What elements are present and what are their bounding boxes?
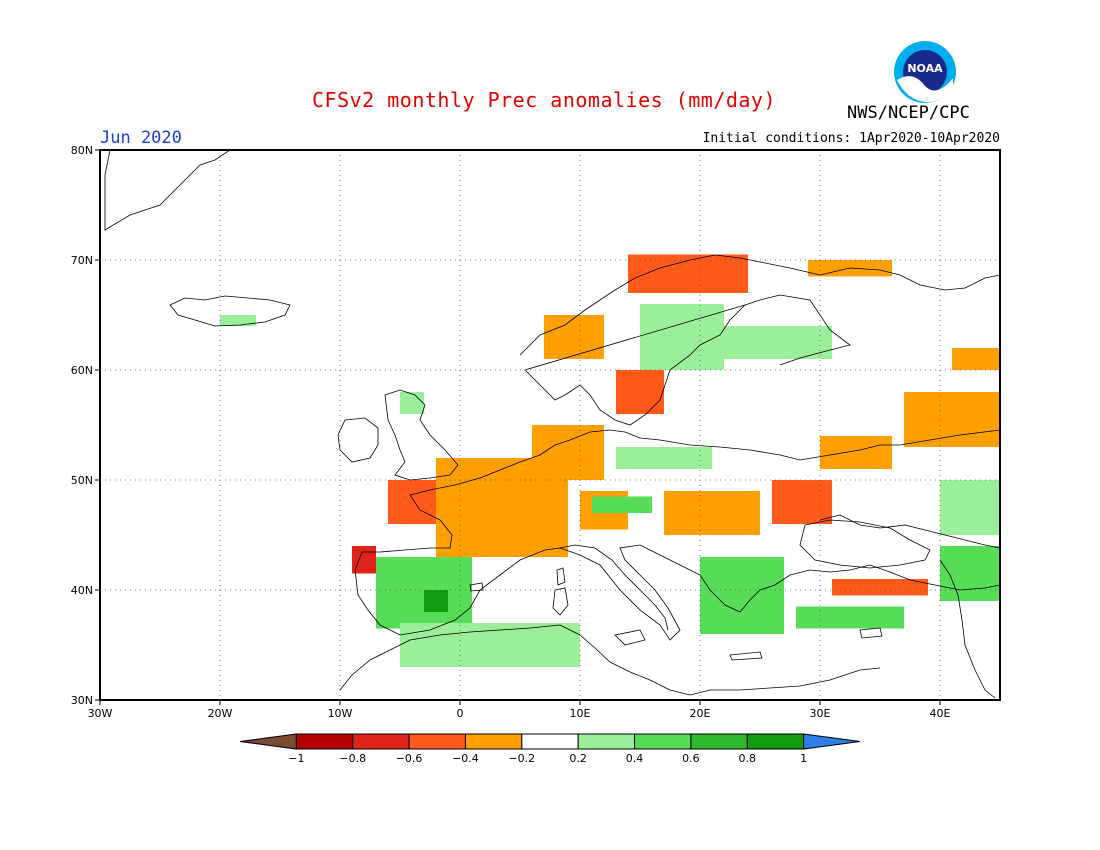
lon-tick-label: 20E	[690, 707, 711, 720]
forecast-month: Jun 2020	[100, 128, 182, 148]
noaa-logo: NOAA	[893, 40, 957, 104]
colorbar-swatch	[352, 733, 410, 750]
anomaly-cell	[532, 425, 604, 480]
anomaly-cell	[820, 436, 892, 469]
lat-tick-label: 30N	[71, 694, 93, 707]
colorbar-label: −0.8	[339, 752, 366, 765]
colorbar-label: 0.4	[626, 752, 644, 765]
sardinia-outline	[552, 587, 569, 616]
grid-lines	[100, 150, 1000, 700]
anomaly-cell	[724, 326, 832, 359]
sicily-outline	[614, 629, 646, 646]
anomaly-cell	[796, 606, 904, 629]
lon-tick-label: 30E	[810, 707, 831, 720]
lon-tick-label: 20W	[208, 707, 233, 720]
caspian-outline	[939, 559, 996, 699]
colorbar-label: −0.4	[452, 752, 479, 765]
europe-outline	[354, 429, 1001, 641]
lon-tick-label: 30W	[88, 707, 113, 720]
iceland-outline	[169, 295, 291, 327]
lat-tick-label: 50N	[71, 474, 93, 487]
colorbar-swatch	[690, 733, 748, 750]
colorbar-label: −0.2	[508, 752, 535, 765]
lon-tick-label: 10E	[570, 707, 591, 720]
anomaly-cell	[940, 480, 1000, 535]
lon-tick-label: 40E	[930, 707, 951, 720]
lon-tick-label: 10W	[328, 707, 353, 720]
colorbar-swatch	[521, 733, 579, 750]
italy-outline	[559, 544, 669, 631]
colorbar-swatch	[295, 733, 354, 750]
africa-outline	[339, 624, 881, 696]
anomaly-cell	[700, 557, 784, 634]
black-sea-outline	[799, 519, 931, 569]
coastlines	[104, 149, 1001, 699]
map-frame	[99, 149, 1001, 701]
anomaly-cell	[664, 491, 760, 535]
colorbar-label: −0.6	[396, 752, 423, 765]
crete-outline	[729, 651, 763, 661]
colorbar-swatch	[634, 733, 692, 750]
anomaly-cell	[940, 546, 1000, 601]
anomaly-cell	[400, 623, 580, 667]
anomaly-cells	[220, 254, 1000, 667]
colorbar-swatch	[803, 733, 861, 750]
anomaly-cell	[952, 348, 1000, 370]
anomaly-cell	[544, 315, 604, 359]
colorbar-swatch	[746, 733, 805, 750]
colorbar-swatch	[464, 733, 523, 750]
colorbar-label: 0.6	[682, 752, 700, 765]
anomaly-cell	[220, 315, 256, 326]
lat-tick-label: 80N	[71, 144, 93, 157]
lat-tick-label: 60N	[71, 364, 93, 377]
anomaly-cell	[424, 590, 448, 612]
corsica-outline	[556, 567, 566, 586]
colorbar-label: 0.2	[569, 752, 587, 765]
colorbar-swatch	[239, 733, 297, 750]
colorbar-swatch	[577, 733, 636, 750]
ireland-outline	[337, 417, 379, 463]
anomaly-cell	[640, 304, 724, 370]
greenland-outline	[104, 149, 232, 231]
britain-outline	[384, 389, 459, 481]
anomaly-cell	[832, 579, 928, 596]
colorbar-swatch	[408, 733, 466, 750]
svg-text:NOAA: NOAA	[907, 62, 943, 75]
colorbar: −1 −0.8 −0.6 −0.4 −0.2 0.2 0.4 0.6 0.8 1	[239, 733, 861, 765]
anomaly-cell	[592, 496, 652, 513]
anomaly-cell	[616, 370, 664, 414]
chart-title: CFSv2 monthly Prec anomalies (mm/day)	[312, 88, 777, 112]
anomaly-cell	[616, 447, 712, 469]
anomaly-cell	[400, 392, 424, 414]
balearic-outline	[469, 582, 484, 592]
colorbar-label: 1	[800, 752, 807, 765]
anomaly-cell	[772, 480, 832, 524]
anomaly-cell	[904, 392, 1000, 447]
lat-tick-label: 40N	[71, 584, 93, 597]
cyprus-outline	[859, 627, 883, 639]
initial-conditions: Initial conditions: 1Apr2020-10Apr2020	[702, 131, 1000, 146]
colorbar-label: 0.8	[739, 752, 757, 765]
axis-labels: 30W 20W 10W 0 10E 20E 30E 40E 80N 70N 60N 50N 40N 30N	[71, 144, 951, 720]
colorbar-label: −1	[288, 752, 304, 765]
agency-label: NWS/NCEP/CPC	[847, 103, 970, 123]
lon-tick-label: 0	[457, 707, 464, 720]
lat-tick-label: 70N	[71, 254, 93, 267]
anomaly-cell	[352, 546, 376, 574]
